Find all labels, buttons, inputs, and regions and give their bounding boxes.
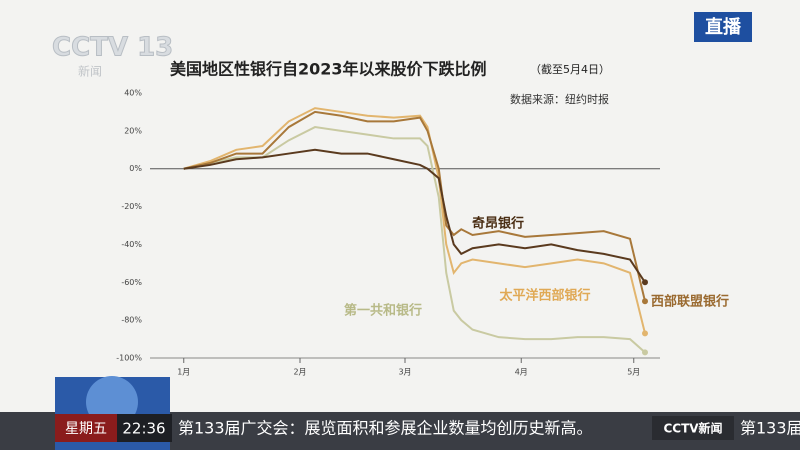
y-tick-label: 20%	[124, 126, 142, 135]
source: 数据来源：纽约时报	[510, 92, 609, 106]
ticker-next: 第133届	[740, 419, 800, 438]
series-line	[183, 126, 646, 354]
x-tick-label: 2月	[293, 368, 306, 377]
y-tick-label: -60%	[121, 278, 142, 287]
series-label: 奇昂银行	[472, 216, 524, 232]
chart-subtitle: （截至5月4日）	[530, 62, 610, 76]
ticker-logo: CCTV新闻	[663, 421, 722, 436]
x-tick-label: 4月	[515, 368, 528, 377]
chart-title: 美国地区性银行自2023年以来股价下跌比例	[170, 60, 487, 79]
series-line	[183, 110, 646, 302]
series-label: 西部联盟银行	[651, 294, 729, 310]
end-dot	[642, 330, 648, 337]
live-text: 直播	[705, 16, 742, 38]
live-badge	[694, 12, 752, 42]
series-label: 第一共和银行	[344, 303, 422, 319]
y-tick-label: -80%	[121, 316, 142, 325]
end-dot	[642, 298, 648, 305]
ticker-logo-box	[652, 416, 734, 440]
y-tick-label: -40%	[121, 240, 142, 249]
end-dot	[642, 349, 648, 356]
time-box	[117, 414, 172, 442]
series-label: 太平洋西部银行	[498, 288, 590, 304]
y-tick-label: -20%	[121, 202, 142, 211]
channel-sub: 新闻	[78, 64, 102, 79]
y-tick-label: 0%	[129, 164, 142, 173]
channel-logo: CCTV 13	[52, 33, 173, 63]
y-tick-label: -100%	[116, 354, 142, 363]
weekday-box	[55, 414, 117, 442]
weekday: 星期五	[65, 421, 107, 437]
x-tick-label: 1月	[177, 368, 190, 377]
x-tick-label: 5月	[627, 368, 640, 377]
ticker-text: 第133届广交会：展览面积和参展企业数量均创历史新高。	[178, 419, 593, 438]
end-dot	[642, 279, 648, 286]
series-line	[183, 148, 646, 283]
time: 22:36	[122, 420, 165, 438]
y-tick-label: 40%	[124, 89, 142, 98]
x-tick-label: 3月	[398, 368, 411, 377]
